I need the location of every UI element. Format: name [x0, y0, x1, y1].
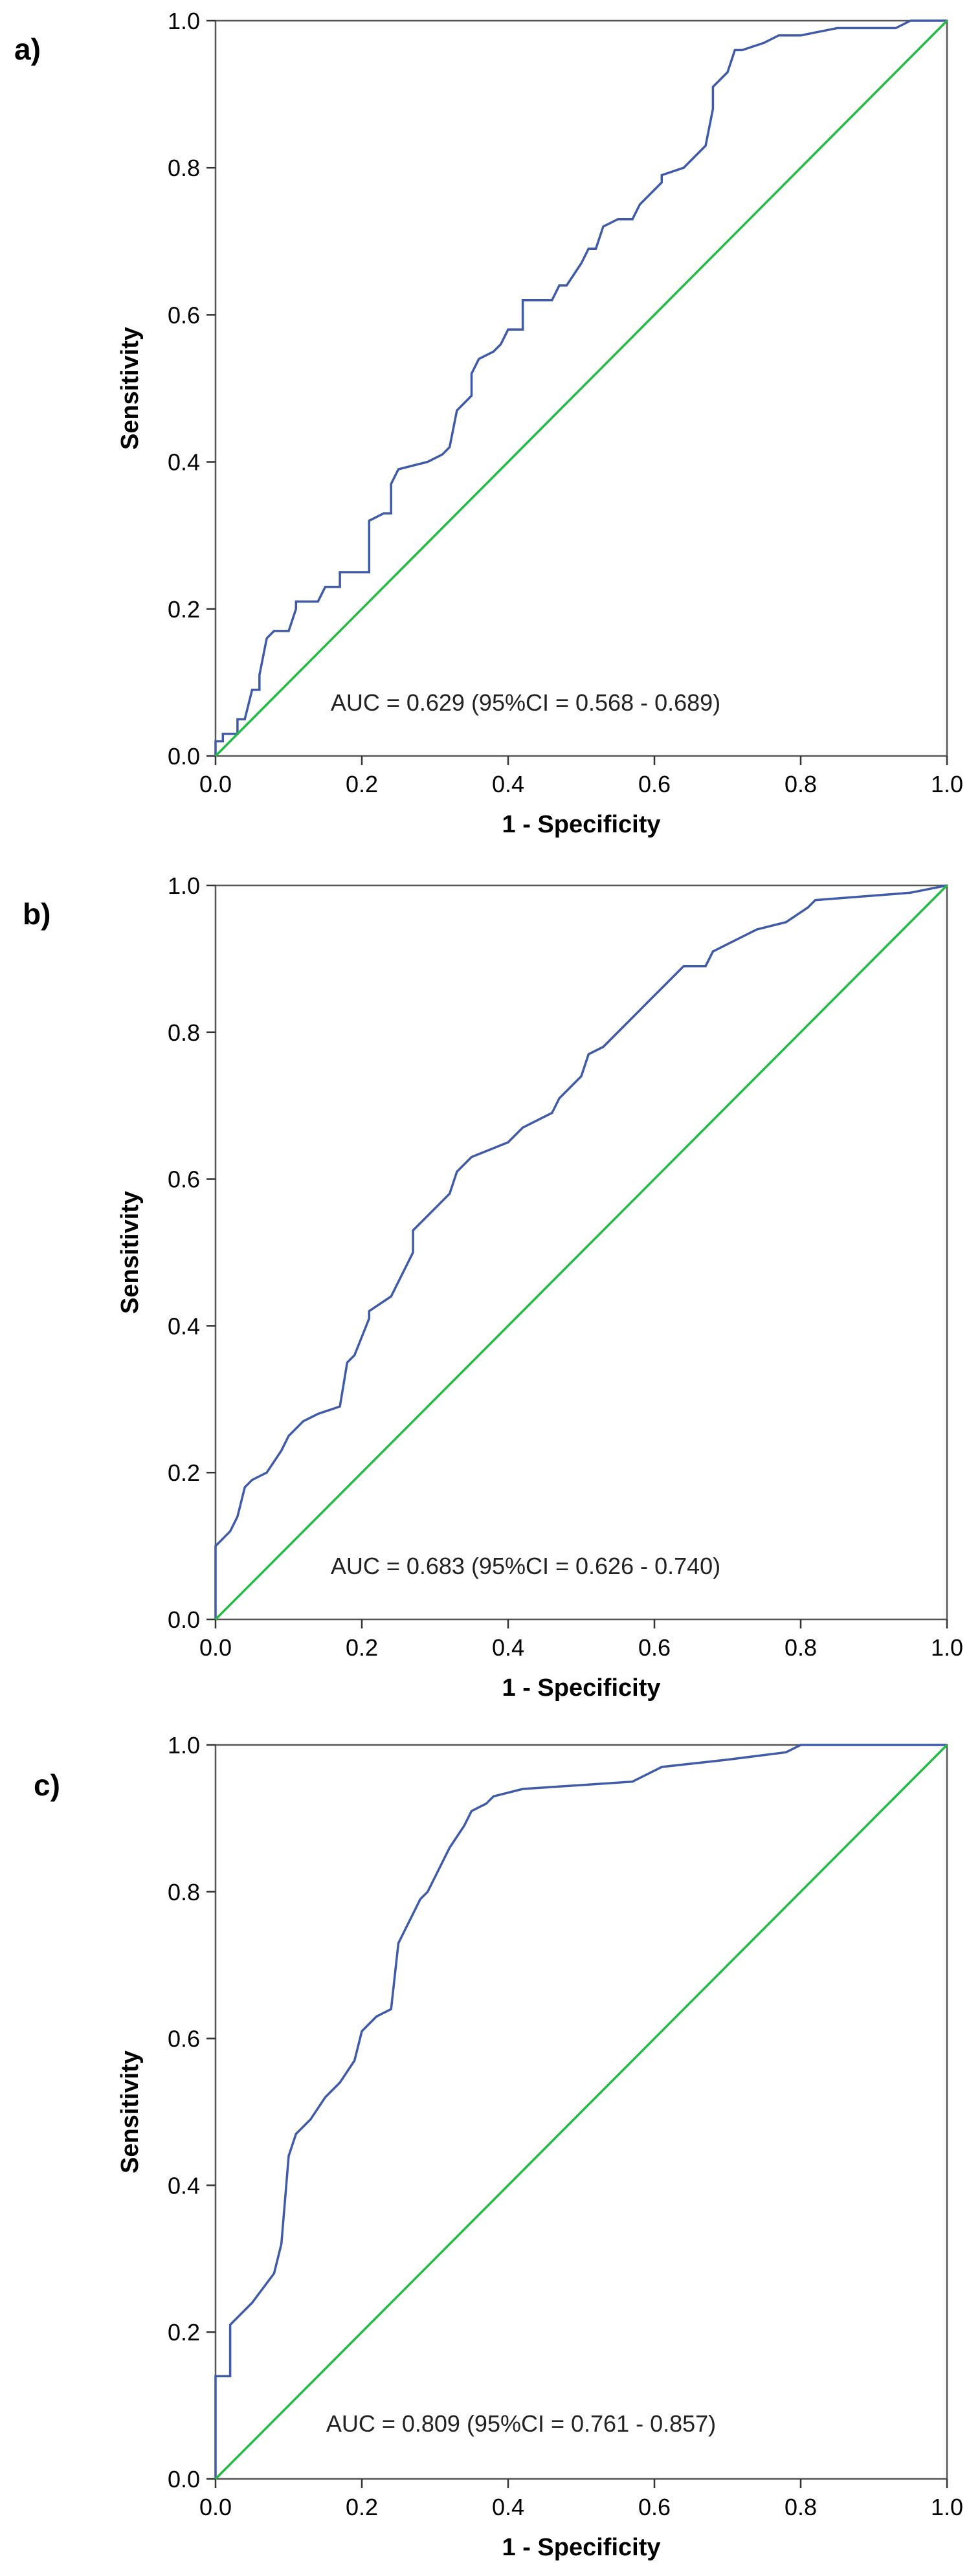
y-tick-label: 0.2 [168, 1460, 200, 1486]
y-tick-label: 1.0 [168, 1732, 200, 1759]
roc-panel-a: 0.0 0.2 0.4 0.6 0.8 1.0 0.0 0.2 0.4 0.6 0.8 1.0 1 - … [14, 8, 963, 838]
reference-diagonal-line [214, 19, 948, 757]
x-tick-label: 1.0 [931, 1634, 963, 1661]
y-tick-label: 1.0 [168, 8, 200, 34]
auc-annotation: AUC = 0.683 (95%CI = 0.626 - 0.740) [331, 1553, 720, 1579]
y-tick-label: 0.6 [168, 302, 200, 328]
reference-diagonal-line [214, 884, 948, 1621]
x-tick-label: 0.4 [492, 771, 524, 797]
y-tick-label: 0.6 [168, 1166, 200, 1193]
x-tick-label: 0.6 [638, 2494, 671, 2520]
y-tick-label: 0.4 [168, 2172, 200, 2199]
x-axis-title: 1 - Specificity [502, 1674, 661, 1702]
x-tick-label: 0.2 [346, 2494, 378, 2520]
y-tick-label: 0.2 [168, 2319, 200, 2346]
auc-annotation: AUC = 0.629 (95%CI = 0.568 - 0.689) [331, 689, 720, 716]
x-tick-label: 0.4 [492, 1634, 524, 1661]
y-tick-label: 0.0 [168, 743, 200, 770]
roc-curve-line [214, 19, 947, 756]
x-tick-label: 0.6 [638, 771, 671, 797]
y-axis-title: Sensitivity [117, 2050, 144, 2173]
x-axis-title: 1 - Specificity [502, 811, 661, 838]
x-tick-label: 0.0 [199, 1634, 232, 1661]
y-axis-title: Sensitivity [117, 327, 144, 450]
y-tick-label: 0.0 [168, 2466, 200, 2493]
y-axis-title: Sensitivity [117, 1191, 144, 1314]
x-tick-label: 0.6 [638, 1634, 671, 1661]
y-tick-label: 1.0 [168, 872, 200, 899]
panel-label: b) [23, 897, 50, 931]
y-tick-label: 0.0 [168, 1606, 200, 1633]
roc-curve-line [214, 1744, 947, 2479]
roc-curve-line [214, 884, 948, 1619]
x-tick-label: 0.2 [346, 771, 378, 797]
auc-annotation: AUC = 0.809 (95%CI = 0.761 - 0.857) [326, 2410, 716, 2437]
panel-label: a) [14, 32, 41, 66]
x-tick-label: 0.8 [785, 771, 817, 797]
x-tick-label: 0.8 [785, 1634, 817, 1661]
x-axis-title: 1 - Specificity [502, 2534, 661, 2561]
x-tick-label: 0.0 [199, 771, 232, 797]
x-tick-label: 0.2 [346, 1634, 378, 1661]
y-tick-label: 0.4 [168, 449, 200, 476]
x-tick-label: 1.0 [931, 771, 963, 797]
x-tick-label: 0.0 [199, 2494, 232, 2520]
roc-panel-c: 0.0 0.2 0.4 0.6 0.8 1.0 0.0 0.2 0.4 0.6 0.8 1.0 1 - … [34, 1732, 963, 2561]
y-tick-label: 0.6 [168, 2026, 200, 2052]
reference-diagonal-line [214, 1744, 948, 2480]
y-tick-label: 0.8 [168, 155, 200, 181]
x-tick-label: 1.0 [931, 2494, 963, 2520]
y-tick-label: 0.8 [168, 1019, 200, 1046]
x-tick-label: 0.8 [785, 2494, 817, 2520]
panel-label: c) [34, 1768, 60, 1802]
roc-panel-b: 0.0 0.2 0.4 0.6 0.8 1.0 0.0 0.2 0.4 0.6 0.8 1.0 1 - … [23, 872, 963, 1702]
y-tick-label: 0.8 [168, 1879, 200, 1905]
y-tick-label: 0.2 [168, 596, 200, 623]
x-tick-label: 0.4 [492, 2494, 524, 2520]
y-tick-label: 0.4 [168, 1313, 200, 1339]
